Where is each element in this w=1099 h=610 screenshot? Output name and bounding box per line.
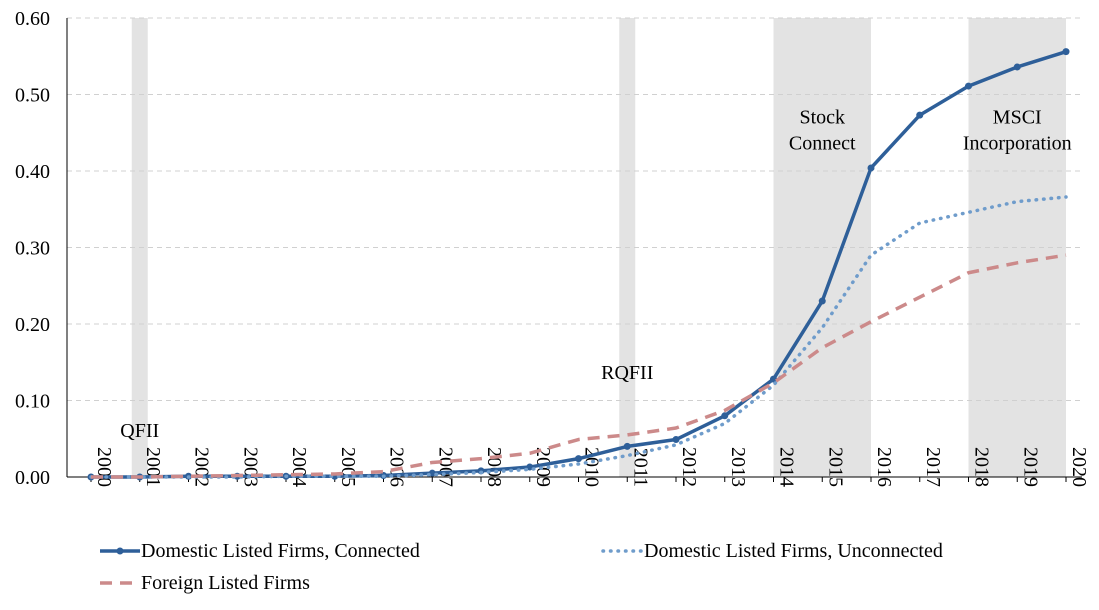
x-tick-label: 2008: [483, 447, 505, 487]
series-line-2: [91, 253, 1067, 479]
annotation-label: Incorporation: [963, 133, 1072, 155]
x-tick-label: 2015: [824, 447, 846, 487]
series-point: [818, 297, 826, 305]
legend-label-0: Domestic Listed Firms, Connected: [141, 540, 420, 562]
x-tick-label: 2001: [142, 447, 164, 487]
series-point: [721, 412, 729, 420]
x-tick-label: 2002: [191, 447, 213, 487]
x-tick-label: 2016: [873, 447, 895, 487]
series-point: [1062, 48, 1070, 56]
y-tick-label: 0.40: [15, 161, 50, 183]
x-tick-label: 2014: [776, 447, 798, 487]
x-tick-label: 2000: [93, 447, 115, 487]
annotation-label: Connect: [789, 133, 856, 155]
x-tick-label: 2018: [971, 447, 993, 487]
annotation-label: QFII: [120, 420, 159, 442]
x-tick-label: 2006: [386, 447, 408, 487]
series-point: [623, 442, 631, 450]
y-tick-label: 0.10: [15, 391, 50, 413]
series-line-1: [89, 195, 1068, 479]
series-point: [916, 111, 924, 119]
series-point: [526, 463, 534, 471]
x-tick-label: 2005: [337, 447, 359, 487]
y-tick-label: 0.00: [15, 467, 50, 489]
x-tick-label: 2017: [922, 447, 944, 487]
legend-marker: [116, 547, 124, 555]
x-tick-label: 2012: [678, 447, 700, 487]
x-tick-label: 2019: [1019, 447, 1041, 487]
series-point: [1013, 63, 1021, 71]
y-tick-label: 0.30: [15, 238, 50, 260]
x-tick-label: 2003: [239, 447, 261, 487]
y-tick-label: 0.60: [15, 8, 50, 30]
series-point: [867, 164, 875, 172]
series-point: [672, 436, 680, 444]
legend-label-2: Foreign Listed Firms: [141, 572, 310, 594]
x-tick-label: 2020: [1068, 447, 1090, 487]
annotation-label: Stock: [799, 107, 845, 129]
series-point: [770, 375, 777, 383]
x-tick-label: 2009: [532, 447, 554, 487]
y-tick-label: 0.50: [15, 85, 50, 107]
annotation-label: RQFII: [601, 362, 653, 384]
series-point: [575, 455, 582, 463]
x-tick-label: 2011: [629, 448, 651, 487]
legend-label-1: Domestic Listed Firms, Unconnected: [644, 540, 943, 562]
y-tick-label: 0.20: [15, 314, 50, 336]
annotation-label: MSCI: [993, 107, 1042, 129]
x-tick-label: 2013: [727, 447, 749, 487]
series-point: [965, 82, 972, 90]
x-tick-label: 2007: [434, 447, 456, 487]
x-tick-label: 2004: [288, 447, 310, 487]
